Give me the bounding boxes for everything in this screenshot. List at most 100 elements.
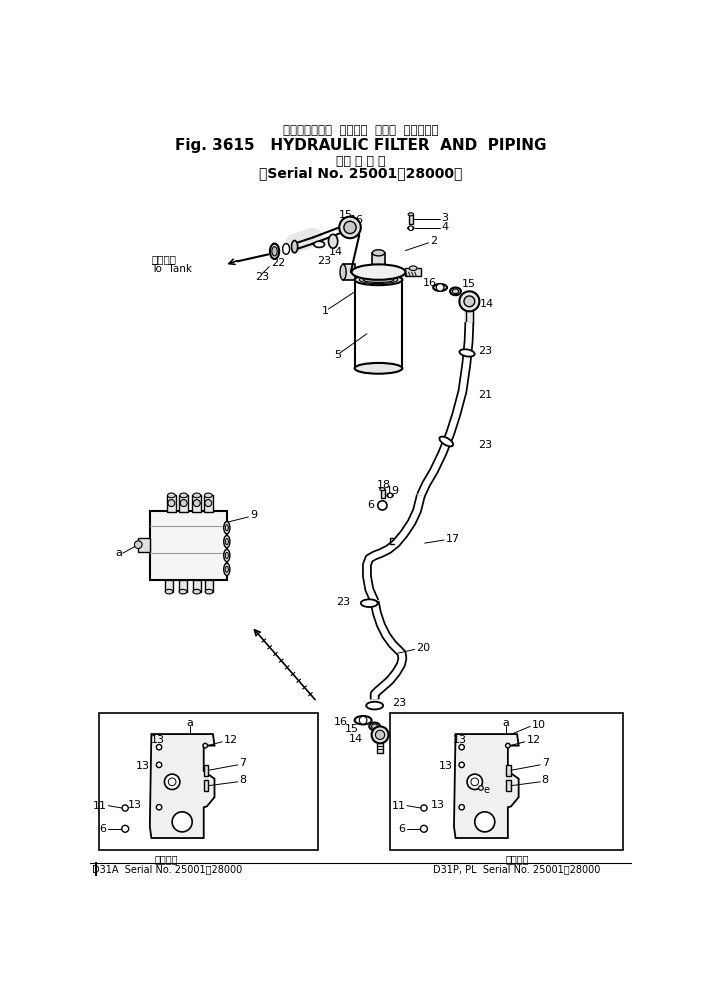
Text: 19: 19 (386, 486, 401, 496)
Bar (99, 712, 318, 849)
Text: 23: 23 (256, 273, 270, 282)
Text: 7: 7 (239, 759, 246, 769)
Text: To  Tank: To Tank (151, 264, 192, 274)
Text: 2: 2 (430, 236, 437, 246)
Bar (179, 581, 187, 591)
Bar (506, 765, 511, 775)
Text: 16: 16 (334, 716, 348, 727)
Bar (381, 489, 384, 499)
Ellipse shape (370, 722, 380, 730)
Circle shape (388, 493, 392, 498)
Bar (355, 279, 403, 368)
Ellipse shape (355, 716, 372, 724)
Circle shape (375, 730, 384, 739)
Text: 10: 10 (532, 720, 546, 730)
Text: タンクへ: タンクへ (151, 254, 177, 264)
Circle shape (421, 805, 427, 811)
Text: ハイドロリック  フィルタ  および  パイピング: ハイドロリック フィルタ および パイピング (283, 124, 439, 137)
Bar (377, 742, 383, 754)
Ellipse shape (439, 437, 453, 447)
Circle shape (436, 283, 444, 291)
Ellipse shape (225, 538, 228, 545)
Circle shape (205, 500, 212, 507)
Bar (372, 253, 384, 270)
Ellipse shape (180, 493, 187, 498)
Bar (203, 765, 208, 775)
Circle shape (203, 743, 208, 748)
Text: 11: 11 (93, 801, 107, 811)
Text: 23: 23 (478, 440, 492, 451)
Circle shape (134, 541, 142, 548)
Text: 16: 16 (423, 277, 437, 288)
Circle shape (168, 778, 176, 785)
Circle shape (459, 745, 465, 750)
Polygon shape (150, 734, 215, 838)
Text: 15: 15 (339, 211, 353, 220)
Ellipse shape (291, 240, 298, 253)
Circle shape (172, 812, 192, 831)
Text: 9: 9 (250, 511, 257, 521)
Text: 4: 4 (441, 222, 448, 232)
Ellipse shape (204, 493, 212, 498)
Bar (206, 581, 213, 591)
Text: 23: 23 (392, 699, 406, 708)
Ellipse shape (340, 265, 346, 279)
Text: 1: 1 (322, 306, 329, 316)
Ellipse shape (270, 244, 279, 259)
Ellipse shape (379, 488, 385, 491)
Circle shape (194, 500, 200, 507)
Text: 6: 6 (398, 824, 406, 833)
Text: 13: 13 (439, 762, 453, 771)
Bar (150, 511, 227, 581)
Text: a: a (115, 548, 122, 558)
Circle shape (156, 763, 162, 768)
Circle shape (156, 805, 162, 810)
Circle shape (359, 716, 367, 724)
Bar (203, 780, 208, 791)
Text: 14: 14 (349, 734, 363, 744)
Circle shape (467, 774, 482, 789)
Circle shape (344, 221, 356, 233)
Ellipse shape (408, 213, 413, 215)
Ellipse shape (329, 234, 338, 248)
Circle shape (464, 296, 474, 307)
Circle shape (471, 778, 479, 785)
Text: 13: 13 (151, 735, 165, 745)
Circle shape (505, 743, 510, 748)
Ellipse shape (355, 275, 403, 285)
Bar (138, 537, 150, 552)
Text: 6: 6 (100, 824, 107, 833)
Text: 17: 17 (446, 533, 460, 543)
Text: D31A  Serial No. 25001～28000: D31A Serial No. 25001～28000 (92, 864, 242, 874)
Text: 13: 13 (128, 800, 142, 810)
Text: 15: 15 (345, 724, 359, 734)
Bar (203, 495, 213, 513)
Circle shape (459, 805, 465, 810)
Text: 14: 14 (329, 247, 343, 257)
Circle shape (479, 785, 483, 790)
Circle shape (156, 745, 162, 750)
Ellipse shape (225, 552, 228, 559)
Bar (192, 495, 201, 513)
Bar (409, 215, 413, 223)
Text: 適用号機: 適用号機 (505, 854, 529, 864)
Ellipse shape (282, 244, 289, 255)
Polygon shape (454, 734, 519, 838)
Text: 5: 5 (334, 350, 341, 360)
Text: 15: 15 (462, 279, 476, 289)
Ellipse shape (361, 599, 378, 607)
Ellipse shape (460, 349, 474, 356)
Ellipse shape (224, 563, 230, 576)
Text: 20: 20 (416, 643, 430, 652)
Ellipse shape (366, 702, 383, 709)
Circle shape (420, 826, 427, 832)
Bar (193, 581, 201, 591)
Text: 11: 11 (391, 801, 406, 811)
Text: 適用号機: 適用号機 (155, 854, 179, 864)
Ellipse shape (409, 266, 417, 271)
Text: 23: 23 (336, 596, 350, 607)
Text: （Serial No. 25001～28000）: （Serial No. 25001～28000） (259, 166, 463, 180)
Ellipse shape (224, 522, 230, 534)
Ellipse shape (450, 287, 461, 295)
Text: （適 用 号 機: （適 用 号 機 (336, 155, 386, 168)
